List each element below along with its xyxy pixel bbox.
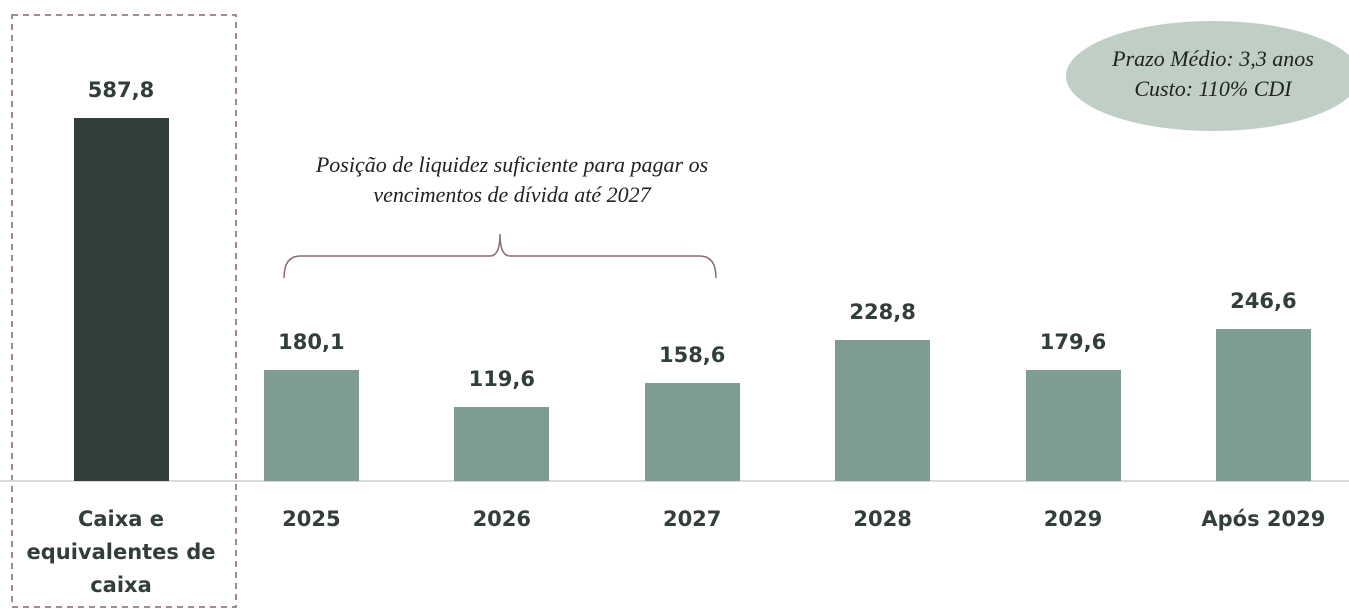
highlight-box (11, 14, 237, 608)
value-label: 228,8 (849, 299, 916, 324)
bar (835, 339, 931, 481)
value-label: 587,8 (87, 78, 155, 103)
annotation-line: vencimentos de dívida até 2027 (373, 182, 651, 207)
value-label: 158,6 (658, 343, 726, 368)
bar (263, 369, 359, 481)
callout-line: Prazo Médio: 3,3 anos (1112, 46, 1314, 71)
annotation: Posição de liquidez suficiente para paga… (212, 150, 812, 210)
x-tick-label: 2026 (472, 507, 532, 531)
bar (73, 118, 169, 481)
x-tick-label: 2025 (282, 507, 341, 531)
x-tick-label: 2029 (1043, 507, 1103, 531)
x-tick-label: Após 2029 (1201, 507, 1326, 531)
x-tick-label: Caixa e equivalentes de caixa (26, 507, 216, 597)
brace (283, 233, 717, 279)
value-label: 246,6 (1230, 288, 1297, 313)
callout-ellipse (1066, 21, 1349, 131)
x-tick-label: 2028 (853, 507, 912, 531)
value-label: 119,6 (468, 367, 536, 392)
bar (454, 407, 550, 481)
bar (1025, 370, 1121, 481)
value-label: 179,6 (1039, 330, 1107, 355)
callout-line: Custo: 110% CDI (1134, 76, 1292, 101)
bar (644, 383, 740, 481)
x-tick-label: 2027 (662, 507, 722, 531)
annotation-line: Posição de liquidez suficiente para paga… (315, 152, 709, 177)
bar (1215, 328, 1311, 481)
callout: Prazo Médio: 3,3 anos Custo: 110% CDI (1063, 44, 1349, 104)
value-label: 180,1 (278, 329, 345, 354)
